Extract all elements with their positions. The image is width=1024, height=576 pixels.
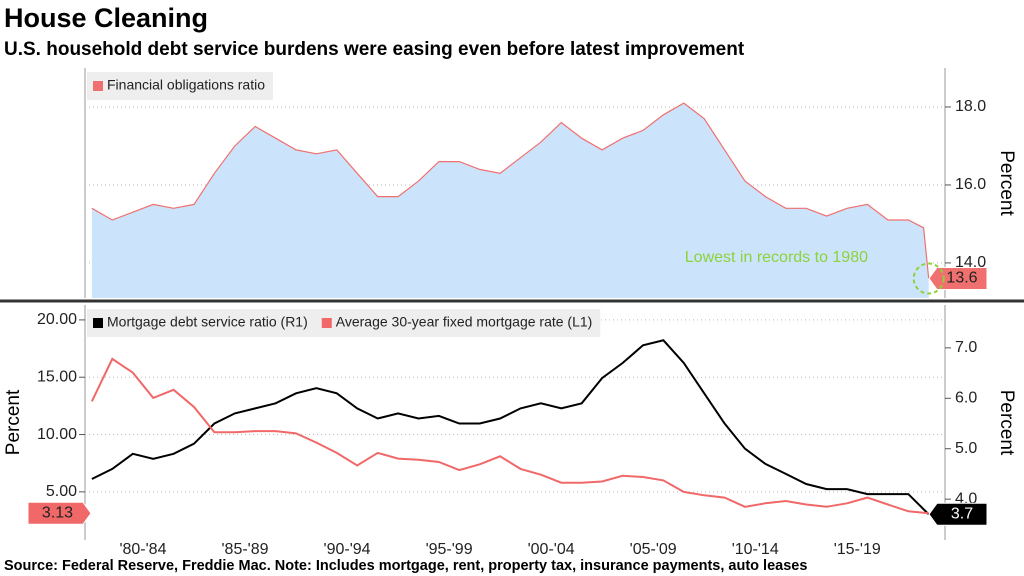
- x-tick-label: '80-'84: [119, 541, 166, 558]
- y-tick-label: 5.00: [46, 483, 77, 500]
- end-label-box: [27, 501, 92, 525]
- legend-swatch: [93, 81, 103, 91]
- y-tick-label: 18.0: [955, 98, 986, 115]
- line: [90, 357, 929, 515]
- end-label: 3.13: [42, 505, 73, 522]
- x-tick-label: '85-'89: [221, 541, 268, 558]
- line: [91, 339, 930, 516]
- end-label: 3.7: [951, 505, 973, 522]
- legend-swatch: [93, 318, 103, 328]
- end-label: 13.6: [946, 270, 977, 287]
- y-axis-label: Percent: [996, 150, 1017, 216]
- x-tick-label: '15-'19: [834, 541, 881, 558]
- legend-swatch: [321, 318, 332, 328]
- annotation: Lowest in records to 1980: [685, 249, 868, 266]
- subtitle: U.S. household debt service burdens were…: [4, 39, 745, 60]
- x-tick-label: '95-'99: [426, 541, 473, 558]
- y-tick-label: 10.00: [37, 426, 77, 443]
- y-axis-label: Percent: [3, 389, 24, 455]
- source: Source: Federal Reserve, Freddie Mac. No…: [4, 558, 807, 574]
- x-tick-label: '05-'09: [630, 541, 677, 558]
- end-label-box: [928, 502, 988, 526]
- y2-tick-label: 6.0: [955, 390, 977, 407]
- legend-label: Financial obligations ratio: [107, 77, 265, 93]
- y-tick-label: 16.0: [955, 176, 986, 193]
- x-tick-label: '10-'14: [732, 541, 779, 558]
- legend-box: [87, 72, 273, 100]
- legend-label: Mortgage debt service ratio (R1): [107, 314, 308, 330]
- x-tick-label: '00-'04: [528, 541, 575, 558]
- title: House Cleaning: [4, 3, 208, 33]
- annotation-circle: [912, 262, 945, 295]
- end-label-box: [928, 267, 988, 291]
- y-tick-label: 20.00: [37, 311, 77, 328]
- x-tick-label: '90-'94: [324, 541, 371, 558]
- legend-box: [87, 309, 601, 337]
- y-tick-label: 14.0: [955, 254, 986, 271]
- area: [91, 103, 929, 298]
- y2-axis-label: Percent: [996, 390, 1017, 456]
- legend-label: Average 30-year fixed mortgage rate (L1): [336, 314, 593, 330]
- line: [91, 102, 930, 279]
- y2-tick-label: 7.0: [955, 339, 977, 356]
- y2-tick-label: 5.0: [955, 440, 977, 457]
- y-tick-label: 15.00: [37, 368, 77, 385]
